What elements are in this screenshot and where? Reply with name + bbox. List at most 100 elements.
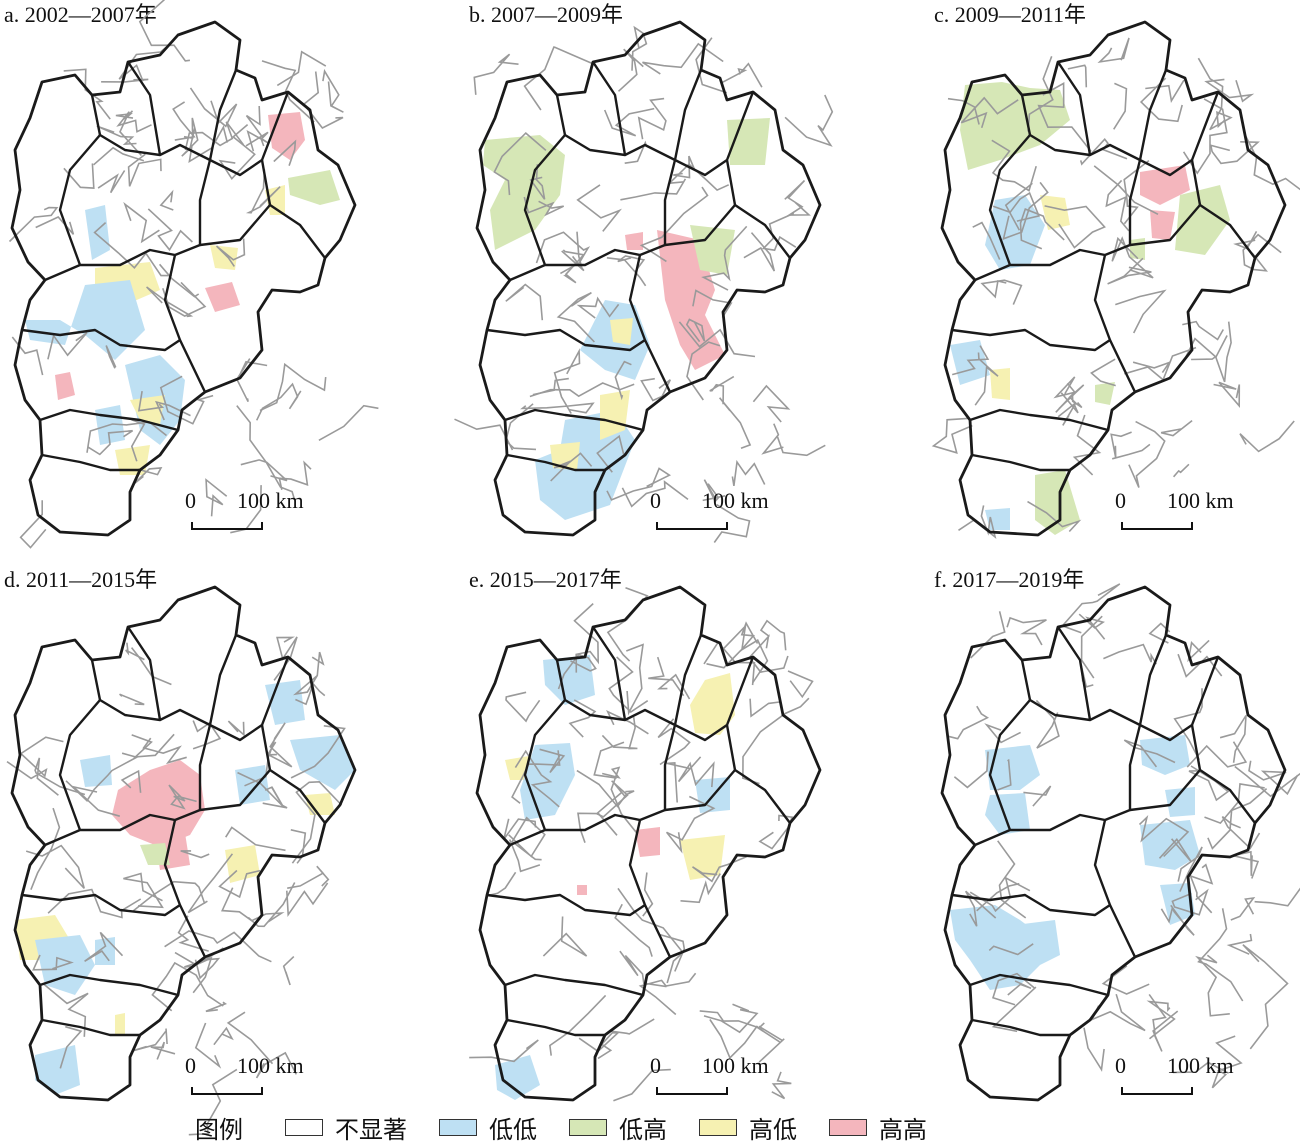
county-boundary: [606, 467, 672, 501]
legend-label: 高低: [749, 1115, 797, 1144]
scale-bar: 0 100 km: [650, 1053, 800, 1097]
county-boundary: [713, 503, 751, 543]
county-boundary: [1079, 137, 1128, 166]
cluster-patch-high-low: [115, 1013, 125, 1035]
city-boundary: [208, 634, 290, 742]
county-boundary: [1221, 815, 1261, 850]
scale-zero: 0: [185, 1053, 196, 1078]
county-boundary: [991, 139, 1037, 192]
legend-item-high-high: 高高: [829, 1110, 927, 1145]
county-boundary: [1105, 179, 1130, 232]
legend-item-not-significant: 不显著: [285, 1110, 407, 1145]
county-boundary: [980, 279, 1023, 305]
city-boundary: [974, 243, 1131, 282]
county-boundary: [709, 375, 735, 405]
county-boundary: [1172, 1061, 1229, 1074]
city-boundary: [555, 659, 676, 727]
cluster-patch-low-high: [1095, 382, 1115, 405]
city-boundary: [21, 328, 181, 352]
county-boundary: [1146, 1000, 1176, 1040]
map-panel-d: d. 2011—2015年 0 100 km: [0, 565, 430, 1136]
county-boundary: [1027, 500, 1082, 533]
county-boundary: [997, 840, 1027, 919]
city-boundary: [1093, 819, 1137, 958]
county-boundary: [264, 786, 284, 807]
county-boundary: [508, 839, 541, 873]
scale-zero: 0: [650, 488, 661, 513]
county-boundary: [158, 263, 200, 298]
region-map: [454, 20, 834, 543]
county-boundary: [771, 1071, 792, 1100]
scale-line: [1121, 522, 1193, 530]
county-boundary: [138, 0, 191, 62]
city-boundary: [198, 724, 271, 812]
scale-line: [191, 522, 263, 530]
county-boundary: [1160, 904, 1195, 936]
scale-line: [1121, 1087, 1193, 1095]
county-boundary: [123, 201, 160, 244]
county-boundary: [706, 639, 769, 684]
county-boundary: [1067, 64, 1088, 88]
county-boundary: [454, 418, 514, 451]
county-boundary: [1123, 159, 1150, 225]
city-boundary: [951, 893, 1111, 917]
county-boundary: [568, 699, 597, 738]
county-boundary: [992, 191, 1040, 222]
city-boundary: [58, 699, 101, 831]
county-boundary: [116, 111, 152, 157]
county-boundary: [87, 429, 134, 456]
county-boundary: [972, 221, 1001, 260]
county-boundary: [34, 757, 86, 796]
scale-distance: 100 km: [1167, 488, 1234, 513]
county-boundary: [1226, 933, 1253, 955]
region-outline: [940, 585, 1287, 1102]
county-boundary: [147, 208, 193, 252]
county-boundary: [1058, 384, 1085, 426]
county-boundary: [8, 206, 59, 243]
cluster-patch-low-low: [80, 755, 112, 787]
county-boundary: [119, 693, 145, 706]
county-boundary: [947, 97, 980, 125]
cluster-patch-high-low: [265, 185, 285, 215]
cluster-patch-high-low: [550, 442, 580, 470]
county-boundary: [529, 382, 635, 398]
county-boundary: [105, 345, 117, 369]
city-boundary: [504, 973, 644, 997]
panel-title: c. 2009—2011年: [934, 2, 1086, 27]
county-boundary: [561, 231, 585, 272]
county-boundary: [1182, 321, 1232, 383]
county-boundary: [606, 586, 649, 662]
county-boundary: [976, 882, 1020, 912]
county-boundary: [1195, 954, 1230, 1017]
county-boundary: [964, 890, 997, 927]
city-boundary: [41, 1018, 140, 1037]
city-boundary: [44, 808, 201, 847]
county-boundary: [626, 643, 644, 716]
county-boundary: [19, 500, 47, 549]
legend-item-low-high: 低高: [569, 1110, 667, 1145]
region-map: [940, 583, 1300, 1102]
county-boundary: [1186, 741, 1248, 768]
county-boundary: [225, 826, 286, 852]
county-boundary: [287, 865, 330, 889]
county-boundary: [184, 121, 245, 151]
city-boundary: [725, 159, 791, 259]
scale-bar: 0 100 km: [185, 1053, 335, 1097]
county-boundary: [47, 331, 88, 360]
county-boundary: [137, 390, 165, 412]
county-boundary: [1103, 643, 1157, 665]
map-panel-f: f. 2017—2019年 0 100 km: [930, 565, 1300, 1125]
scale-zero: 0: [1115, 1053, 1126, 1078]
county-boundary: [1158, 837, 1193, 863]
county-boundary: [677, 756, 715, 788]
county-boundary: [761, 212, 797, 252]
county-boundary: [601, 716, 638, 750]
county-boundary: [1233, 231, 1258, 250]
county-boundary: [784, 94, 834, 147]
city-boundary: [506, 1018, 605, 1037]
county-boundary: [617, 887, 684, 984]
scale-distance: 100 km: [702, 1053, 769, 1078]
county-boundary: [276, 50, 327, 87]
county-boundary: [553, 348, 581, 414]
county-boundary: [120, 769, 142, 793]
